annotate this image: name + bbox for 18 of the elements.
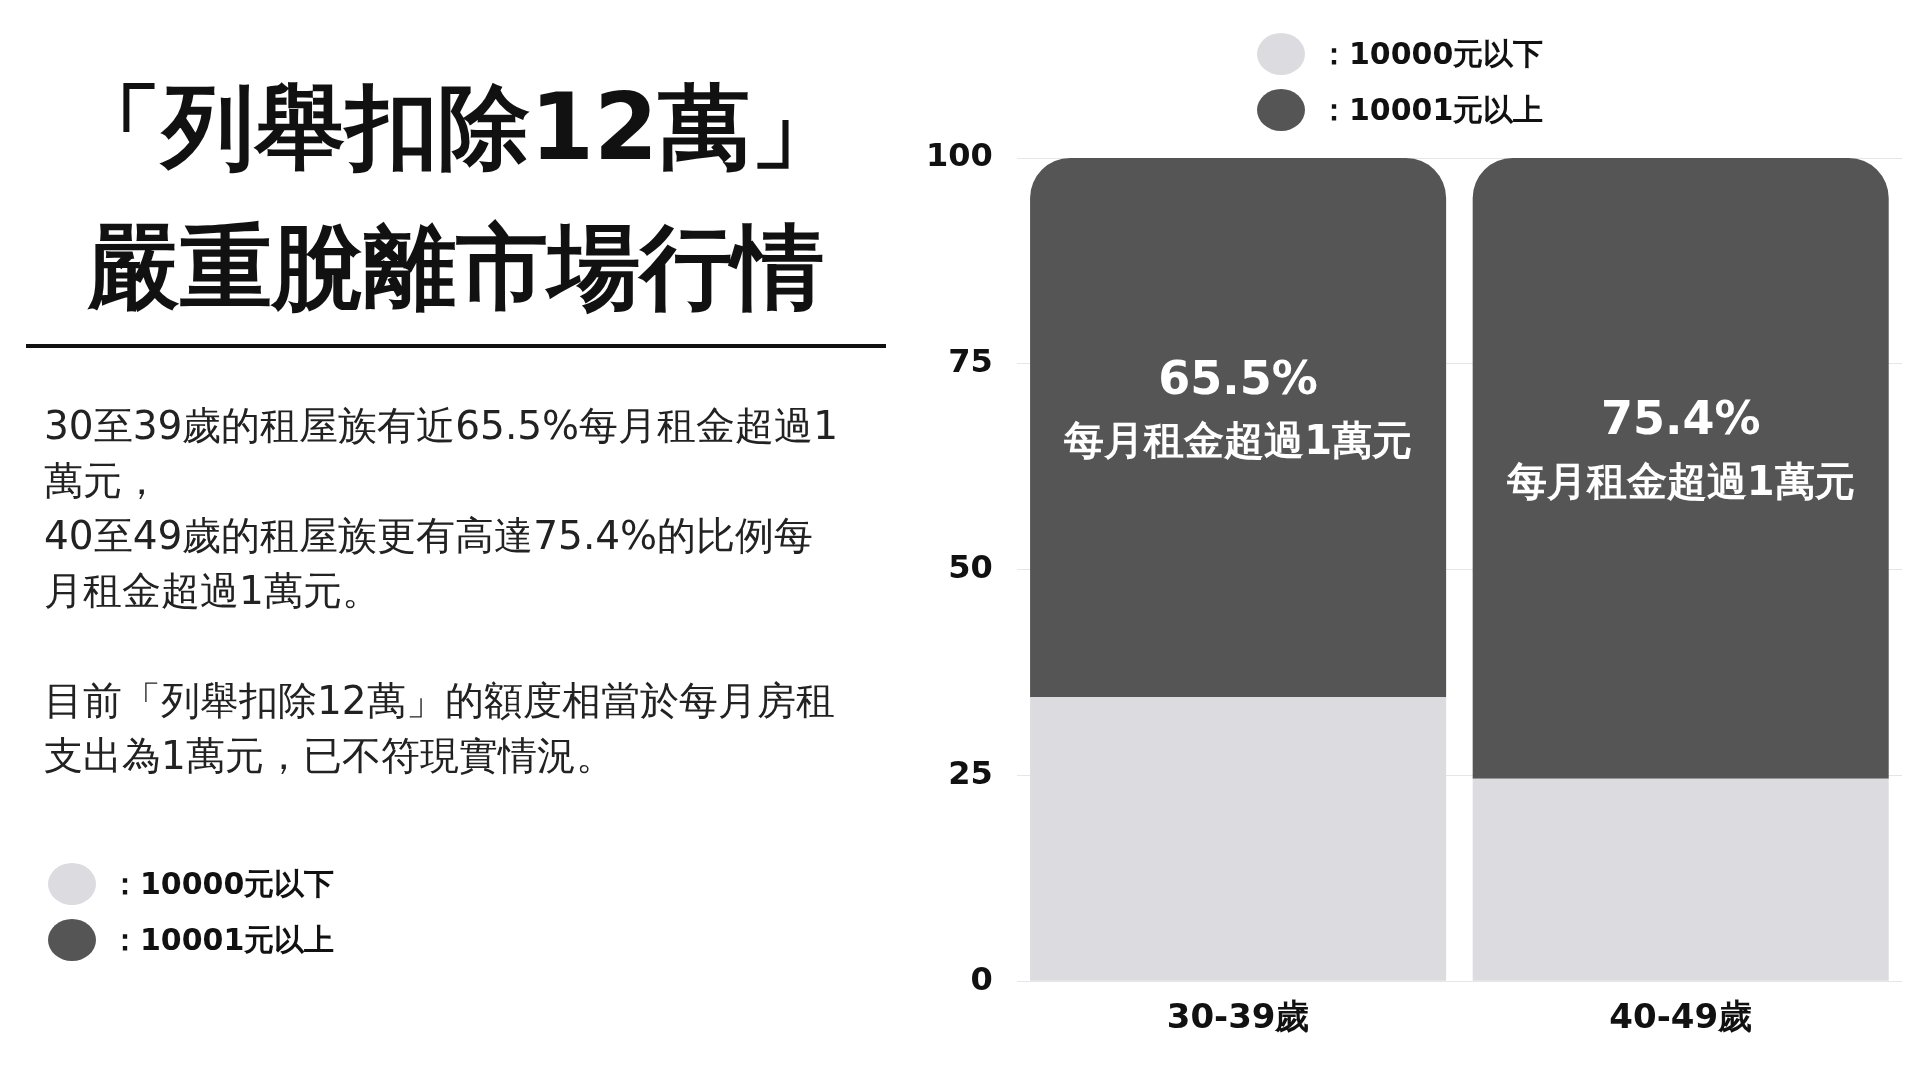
- y-tick-label: 75: [948, 342, 993, 381]
- y-tick-label: 100: [926, 136, 993, 175]
- text: ：10000元以下: [110, 865, 335, 901]
- text: 30至39歲的租屋族有近65.5%每月租金超過1萬元， 40至49歲的租屋族更有高達75.4%的比例每月租金超過1萬元。: [44, 402, 839, 615]
- legend-label: ：10001元以上: [1319, 90, 1544, 129]
- data-label: 75.4% 每月租金超過1萬元: [1505, 391, 1855, 504]
- bar: [1472, 158, 1889, 779]
- text: ：10001元以上: [110, 921, 335, 957]
- bar: [1030, 158, 1447, 698]
- x-tick-label: 40-49歲: [1609, 996, 1753, 1037]
- chart-title: 「列舉扣除12萬」嚴重脫離市場行情: [69, 73, 843, 323]
- y-tick-label: 25: [948, 753, 993, 792]
- data-label: 65.5% 每月租金超過1萬元: [1063, 350, 1413, 463]
- y-tick-label: 0: [970, 959, 993, 998]
- y-tick-label: 50: [948, 547, 993, 586]
- text: 目前「列舉扣除12萬」的額度相當於每月房租支出為1萬元，已不符現實情況。: [44, 677, 836, 780]
- x-tick-label: 30-39歲: [1166, 996, 1310, 1037]
- legend-label: ：10000元以下: [1319, 34, 1544, 73]
